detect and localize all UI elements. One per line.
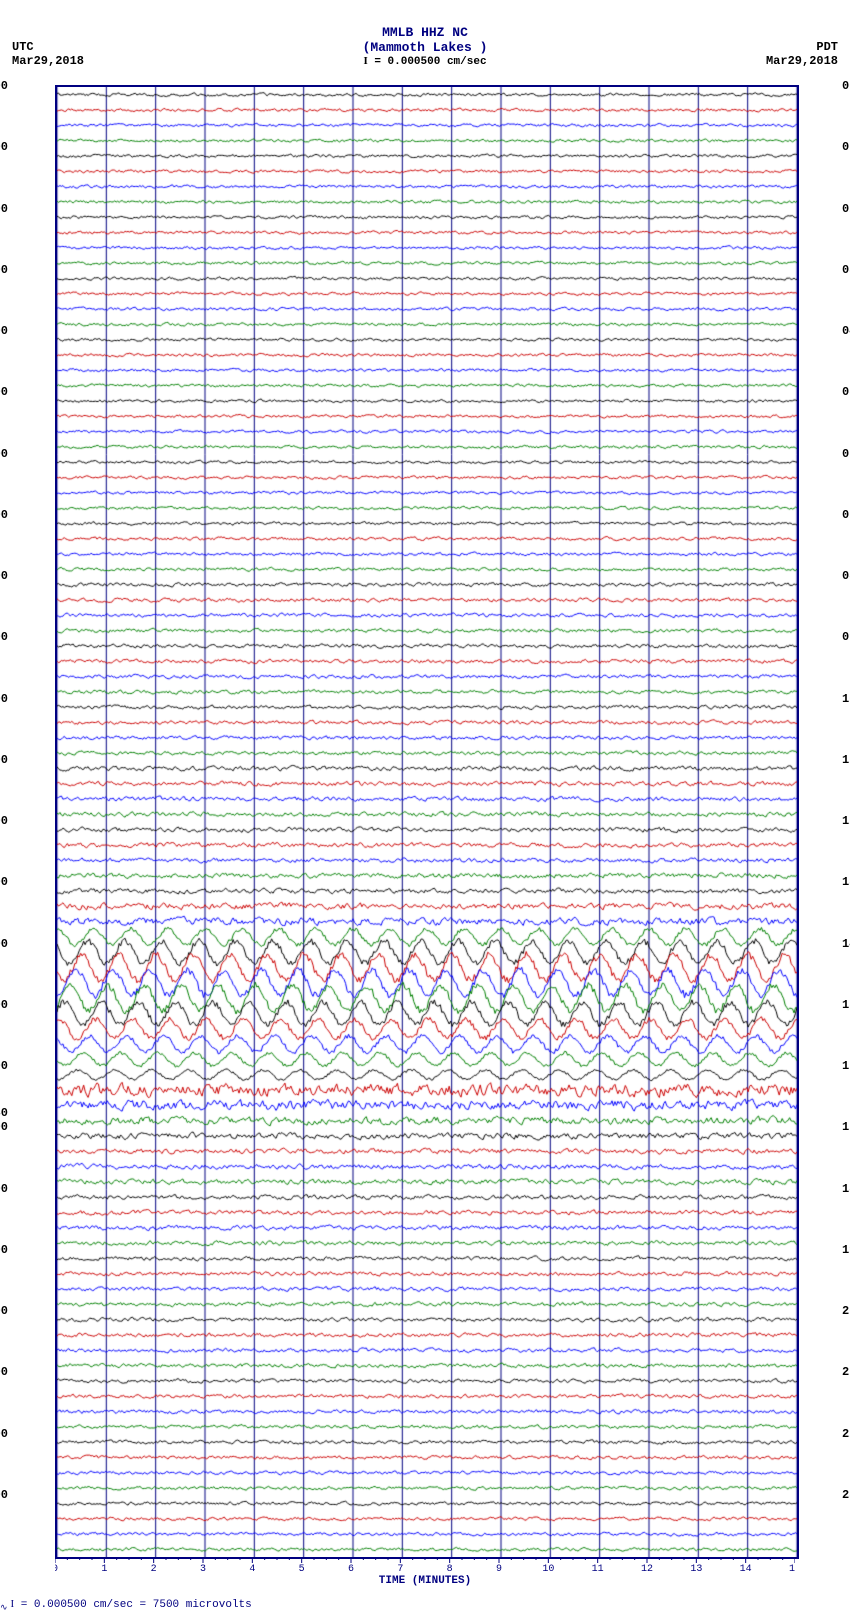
- x-axis-label: TIME (MINUTES): [55, 1575, 795, 1587]
- svg-text:8: 8: [447, 1564, 453, 1571]
- svg-text:4: 4: [249, 1564, 255, 1571]
- station-location: (Mammoth Lakes ): [0, 40, 850, 55]
- svg-text:11: 11: [592, 1564, 604, 1571]
- right-time: 08:15: [842, 569, 850, 583]
- tz-left: UTC: [12, 40, 84, 54]
- right-time: 04:15: [842, 324, 850, 338]
- svg-text:10: 10: [542, 1564, 554, 1571]
- svg-text:15: 15: [789, 1564, 795, 1571]
- right-time: 00:15: [842, 79, 850, 93]
- date-right: Mar29,2018: [766, 54, 838, 68]
- right-time: 14:15: [842, 937, 850, 951]
- left-time: 23:00: [0, 1059, 8, 1073]
- left-time: 15:00: [0, 569, 8, 583]
- right-time: 19:15: [842, 1243, 850, 1257]
- svg-text:12: 12: [641, 1564, 653, 1571]
- footer-note: ∿ I = 0.000500 cm/sec = 7500 microvolts: [0, 1598, 252, 1613]
- right-time: 21:15: [842, 1365, 850, 1379]
- svg-text:13: 13: [690, 1564, 702, 1571]
- svg-text:9: 9: [496, 1564, 502, 1571]
- right-time: 01:15: [842, 140, 850, 154]
- right-time: 11:15: [842, 753, 850, 767]
- right-time: 12:15: [842, 814, 850, 828]
- scale-note: I = 0.000500 cm/sec: [0, 55, 850, 68]
- right-time: 17:15: [842, 1120, 850, 1134]
- right-time: 10:15: [842, 692, 850, 706]
- right-time: 22:15: [842, 1427, 850, 1441]
- left-time: 11:00: [0, 324, 8, 338]
- left-time: 18:00: [0, 753, 8, 767]
- left-time: 10:00: [0, 263, 8, 277]
- right-time: 13:15: [842, 875, 850, 889]
- left-time: 01:00: [0, 1182, 8, 1196]
- left-time: 17:00: [0, 692, 8, 706]
- svg-text:5: 5: [299, 1564, 305, 1571]
- seismogram-canvas: [57, 87, 797, 1557]
- svg-text:6: 6: [348, 1564, 354, 1571]
- right-time: 02:15: [842, 202, 850, 216]
- tz-right: PDT: [766, 40, 838, 54]
- left-time: 16:00: [0, 630, 8, 644]
- svg-text:7: 7: [397, 1564, 403, 1571]
- date-left: Mar29,2018: [12, 54, 84, 68]
- right-time: 03:15: [842, 263, 850, 277]
- left-time: 05:00: [0, 1427, 8, 1441]
- left-time: 03:00: [0, 1304, 8, 1318]
- left-time: 09:00: [0, 202, 8, 216]
- svg-text:0: 0: [55, 1564, 58, 1571]
- left-time: 19:00: [0, 814, 8, 828]
- right-time: 15:15: [842, 998, 850, 1012]
- right-time: 09:15: [842, 630, 850, 644]
- svg-text:14: 14: [740, 1564, 752, 1571]
- left-time: 20:00: [0, 875, 8, 889]
- left-time: 13:00: [0, 447, 8, 461]
- left-time: 00:00: [0, 1120, 8, 1134]
- seismogram-plot: [55, 85, 799, 1559]
- svg-text:1: 1: [101, 1564, 107, 1571]
- left-time: 04:00: [0, 1365, 8, 1379]
- right-time: 20:15: [842, 1304, 850, 1318]
- svg-text:3: 3: [200, 1564, 206, 1571]
- right-time: 05:15: [842, 385, 850, 399]
- left-time: 12:00: [0, 385, 8, 399]
- right-time: 07:15: [842, 508, 850, 522]
- svg-text:2: 2: [151, 1564, 157, 1571]
- left-time: 07:00: [0, 79, 8, 93]
- right-time: 06:15: [842, 447, 850, 461]
- left-time: 21:00: [0, 937, 8, 951]
- left-time: 08:00: [0, 140, 8, 154]
- left-time: 06:00: [0, 1488, 8, 1502]
- left-time: 02:00: [0, 1243, 8, 1257]
- x-axis: 0123456789101112131415 TIME (MINUTES): [55, 1557, 795, 1587]
- right-time: 16:15: [842, 1059, 850, 1073]
- right-time: 18:15: [842, 1182, 850, 1196]
- left-time: 22:00: [0, 998, 8, 1012]
- left-time: 14:00: [0, 508, 8, 522]
- right-time: 23:15: [842, 1488, 850, 1502]
- station-code: MMLB HHZ NC: [0, 25, 850, 40]
